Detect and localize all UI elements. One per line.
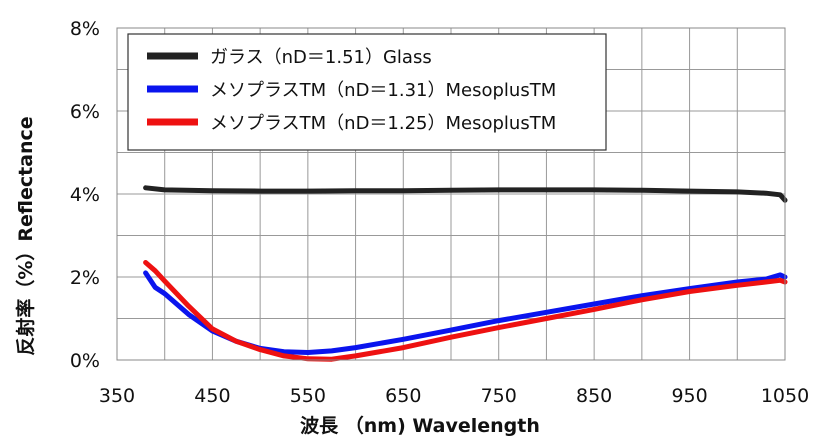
y-axis-title: 反射率（%）Reflectance <box>14 116 37 355</box>
y-tick-label: 0% <box>70 350 100 372</box>
series-lines <box>143 185 788 362</box>
x-tick-label: 850 <box>576 385 612 407</box>
y-tick-labels: 0% 2% 4% 6% 8% <box>70 18 100 372</box>
plot-frame <box>116 27 786 361</box>
x-tick-label: 750 <box>481 385 517 407</box>
y-tick-label: 2% <box>70 267 100 289</box>
legend-label-2: メソプラスTM（nD＝1.25）MesoplusTM <box>210 113 556 134</box>
x-tick-label: 350 <box>99 385 135 407</box>
x-tick-label: 950 <box>671 385 707 407</box>
series-line-0 <box>143 185 788 203</box>
legend-box <box>127 33 607 151</box>
x-axis-title: 波長 （nm) Wavelength <box>300 414 540 437</box>
x-tick-label: 550 <box>290 385 326 407</box>
legend-label-1: メソプラスTM（nD＝1.31）MesoplusTM <box>210 80 556 101</box>
y-tick-label: 8% <box>70 18 100 40</box>
legend: ガラス（nD＝1.51）Glass メソプラスTM（nD＝1.31）Mesoplu… <box>127 33 607 151</box>
x-tick-label: 1050 <box>761 385 809 407</box>
y-tick-label: 4% <box>70 184 100 206</box>
y-tick-label: 6% <box>70 101 100 123</box>
x-tick-label: 450 <box>194 385 230 407</box>
series-line-1 <box>143 270 788 355</box>
series-line-2 <box>143 260 788 362</box>
legend-label-0: ガラス（nD＝1.51）Glass <box>210 47 432 68</box>
x-tick-label: 650 <box>385 385 421 407</box>
x-tick-labels: 350 450 550 650 750 850 950 1050 <box>99 385 809 407</box>
